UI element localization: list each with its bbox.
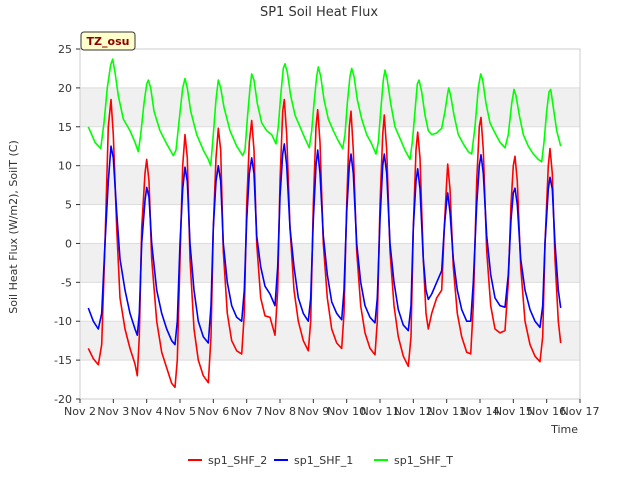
y-tick-label: 15: [58, 121, 72, 134]
x-axis-label: Time: [550, 423, 578, 436]
x-tick-label: Nov 17: [561, 405, 600, 418]
background-band: [80, 243, 580, 283]
station-badge: TZ_osu: [80, 31, 136, 51]
x-tick-label: Nov 3: [97, 405, 129, 418]
y-tick-label: 10: [58, 160, 72, 173]
legend: sp1_SHF_2 sp1_SHF_1 sp1_SHF_T: [188, 454, 453, 467]
y-axis-ticks: -20 -15 -10 -5 0 5 10 15 20 25: [54, 43, 80, 406]
y-tick-label: 25: [58, 43, 72, 56]
y-axis-label: Soil Heat Flux (W/m2), SoilT (C): [7, 140, 20, 313]
legend-label: sp1_SHF_1: [294, 454, 353, 467]
x-tick-label: Nov 9: [297, 405, 329, 418]
series-line-sp1-shf-2: [87, 98, 562, 389]
x-tick-label: Nov 5: [164, 405, 196, 418]
y-tick-label: 5: [65, 199, 72, 212]
plot-background-bands: [80, 87, 580, 361]
legend-label: sp1_SHF_T: [394, 454, 453, 467]
x-axis-ticks: Nov 2 Nov 3 Nov 4 Nov 5 Nov 6 Nov 7 Nov 8 Nov 9…: [64, 399, 599, 418]
x-tick-label: Nov 15: [494, 405, 533, 418]
series-layer: [87, 58, 562, 389]
station-badge-label: TZ_osu: [87, 35, 130, 48]
x-tick-label: Nov 7: [231, 405, 263, 418]
series-line-sp1-shf-t: [87, 58, 562, 167]
x-tick-label: Nov 8: [264, 405, 296, 418]
chart-title: SP1 Soil Heat Flux: [260, 5, 378, 20]
x-tick-label: Nov 2: [64, 405, 96, 418]
station-badge-box: [80, 31, 136, 51]
background-band: [80, 87, 580, 127]
y-tick-label: 20: [58, 82, 72, 95]
x-tick-label: Nov 10: [327, 405, 366, 418]
y-tick-label: -15: [54, 354, 72, 367]
x-tick-label: Nov 14: [461, 405, 500, 418]
background-band: [80, 165, 580, 205]
series-line-sp1-shf-1: [87, 143, 562, 346]
x-tick-label: Nov 4: [131, 405, 163, 418]
x-tick-label: Nov 6: [197, 405, 229, 418]
x-tick-label: Nov 12: [394, 405, 433, 418]
y-tick-label: 0: [65, 237, 72, 250]
x-tick-label: Nov 13: [427, 405, 466, 418]
legend-label: sp1_SHF_2: [208, 454, 267, 467]
x-tick-label: Nov 11: [361, 405, 400, 418]
plot-frame: [79, 48, 581, 400]
y-tick-label: -20: [54, 393, 72, 406]
y-tick-label: -10: [54, 315, 72, 328]
background-band: [80, 321, 580, 361]
y-tick-label: -5: [61, 276, 72, 289]
x-tick-label: Nov 16: [527, 405, 566, 418]
